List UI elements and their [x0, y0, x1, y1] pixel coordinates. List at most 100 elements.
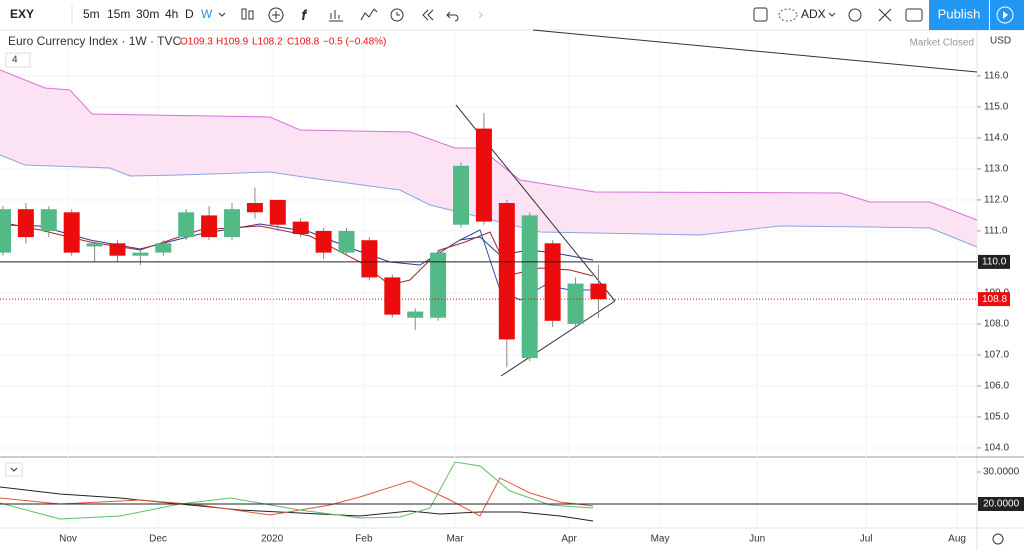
x-tick-label: Nov — [59, 534, 77, 545]
x-tick-label: Aug — [948, 534, 966, 545]
price-label-box — [978, 292, 1010, 307]
trend-line — [500, 300, 616, 377]
candle-body — [475, 128, 492, 222]
grid — [0, 30, 981, 528]
cloud-span-b — [0, 154, 978, 248]
candle-body — [453, 165, 470, 225]
x-tick-label: Mar — [446, 534, 464, 545]
candle-body — [63, 212, 80, 253]
candle-body — [498, 203, 515, 340]
pane-toggle-icon[interactable] — [10, 467, 18, 472]
y-tick-label: 116.0 — [984, 71, 1009, 82]
cloud-icon[interactable] — [778, 8, 798, 22]
ohlc-high: H109.9 — [216, 37, 249, 48]
price-label: 110.0 — [982, 257, 1007, 268]
y-tick-label: 104.0 — [984, 443, 1009, 454]
interval[interactable]: 15m — [107, 7, 130, 21]
x-tick-label: Apr — [561, 534, 577, 545]
symbol[interactable]: EXY — [10, 7, 34, 21]
di-minus-line — [0, 477, 594, 517]
interval[interactable]: 30m — [136, 7, 159, 21]
y-tick-label: 114.0 — [984, 133, 1009, 144]
ohlc-low: L108.2 — [252, 37, 283, 48]
candle-body — [40, 209, 57, 231]
y-tick-label: 111.0 — [984, 226, 1008, 237]
candle-body — [430, 252, 447, 318]
play-icon[interactable] — [1003, 11, 1008, 19]
interval[interactable]: 4h — [165, 7, 178, 21]
x-tick-label: Dec — [149, 534, 167, 545]
candle-body — [521, 215, 538, 359]
layout-icon[interactable] — [753, 7, 768, 22]
y-tick-label: 113.0 — [984, 164, 1009, 175]
adx-line — [0, 486, 594, 522]
interval-active[interactable]: W — [201, 7, 213, 21]
candle-body — [86, 243, 103, 247]
candle-body — [132, 252, 149, 256]
interval[interactable]: 5m — [83, 7, 100, 21]
publish-label[interactable]: Publish — [938, 6, 981, 21]
adx-label-box — [978, 497, 1024, 511]
candle-body — [109, 243, 126, 256]
marks — [0, 113, 977, 368]
indicator-name[interactable]: ADX — [801, 7, 826, 21]
ohlc-open: O109.3 — [180, 37, 213, 48]
adx-tick-label: 20.0000 — [983, 499, 1020, 510]
candle-body — [361, 240, 378, 278]
interval[interactable]: D — [185, 7, 194, 21]
ohlc-change: −0.5 (−0.48%) — [323, 37, 386, 48]
svg-text:f: f — [302, 7, 307, 22]
x-tick-label: Jun — [749, 534, 765, 545]
candle-body — [315, 230, 332, 253]
candle-body — [567, 283, 584, 324]
candle-body — [223, 209, 240, 238]
instrument-name: Euro Currency Index · 1W · TVC — [8, 34, 181, 48]
x-tick-label: Feb — [355, 534, 373, 545]
pane-toggle[interactable] — [5, 462, 23, 477]
candle-body — [155, 243, 172, 253]
cloud-span-a — [0, 69, 978, 221]
y-tick-label: 105.0 — [984, 412, 1009, 423]
fullscreen-icon[interactable] — [878, 8, 892, 22]
candle-body — [17, 209, 34, 238]
x-tick-label: Jul — [860, 534, 873, 545]
dropdown-icon[interactable] — [218, 12, 226, 17]
candle-body — [292, 221, 309, 235]
settings-icon[interactable] — [992, 533, 1004, 545]
market-status: Market Closed — [910, 38, 974, 49]
publish-button[interactable] — [929, 0, 989, 30]
adx-tick-label: 30.0000 — [983, 467, 1020, 478]
di-plus-line — [0, 461, 594, 520]
y-tick-label: 106.0 — [984, 381, 1009, 392]
camera-icon[interactable] — [905, 8, 923, 22]
candle-body — [407, 311, 424, 318]
dropdown-icon[interactable] — [828, 12, 836, 17]
play-icon[interactable] — [996, 6, 1014, 24]
candle-body — [544, 243, 561, 321]
x-tick-label: 2020 — [261, 534, 284, 545]
ohlc-close: C108.8 — [287, 37, 320, 48]
candle-body — [590, 283, 607, 300]
x-tick-label: May — [651, 534, 670, 545]
toolbar-icons[interactable]: f — [241, 7, 483, 23]
y-tick-label: 107.0 — [984, 350, 1009, 361]
studies-toggle[interactable] — [5, 52, 31, 68]
candle-body — [0, 209, 11, 253]
y-tick-label: 112.0 — [984, 195, 1009, 206]
studies-count[interactable]: 4 — [12, 55, 18, 66]
candle-body — [178, 212, 195, 238]
y-tick-label: 108.0 — [984, 319, 1009, 330]
price-label-box — [978, 254, 1010, 269]
currency: USD — [990, 36, 1011, 47]
candle-body — [338, 230, 355, 253]
toolbar — [0, 0, 1024, 30]
candle-body — [269, 199, 286, 225]
price-label: 108.8 — [982, 294, 1007, 305]
trend-line — [532, 29, 978, 73]
y-tick-label: 115.0 — [984, 102, 1009, 113]
adx-axis: 30.0000 20.0000 — [0, 467, 1024, 511]
settings-icon[interactable] — [848, 8, 862, 22]
candle-body — [201, 215, 218, 238]
